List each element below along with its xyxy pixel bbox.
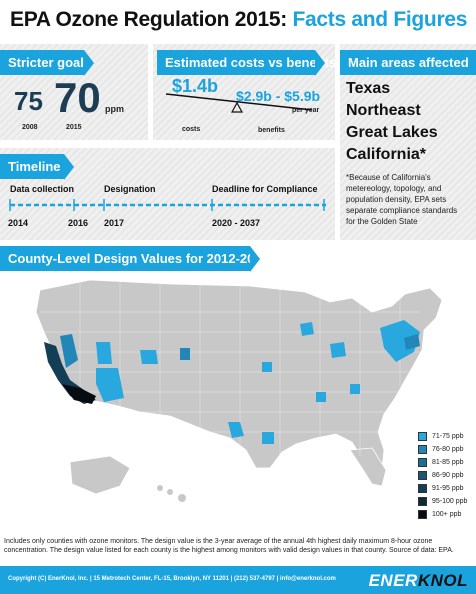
- socal-hotspot: [62, 384, 96, 404]
- new-year: 2015: [66, 124, 82, 131]
- south-values: [316, 392, 326, 402]
- california-hotspot: [44, 342, 96, 404]
- legend-label: 100+ ppb: [432, 511, 462, 518]
- map-header: County-Level Design Values for 2012-2014: [0, 246, 269, 272]
- title-main: EPA Ozone Regulation 2015:: [10, 8, 287, 31]
- brand-part-a: ENER: [368, 571, 418, 590]
- areas-panel: [340, 44, 476, 240]
- costs-label: costs: [182, 126, 201, 133]
- alaska: [69, 455, 131, 495]
- timeline-axis: [9, 199, 326, 211]
- cost-value: $1.4b: [172, 76, 219, 96]
- timeline-header: Timeline: [0, 154, 74, 180]
- legend-label: 81-85 ppb: [432, 459, 464, 466]
- new-standard-value: 70: [54, 74, 101, 121]
- title-accent: Facts and Figures: [292, 8, 468, 31]
- area-item: Northeast: [346, 102, 421, 119]
- old-year: 2008: [22, 124, 38, 131]
- legend-item: 100+ ppb: [418, 508, 467, 521]
- area-item: Great Lakes: [346, 124, 438, 141]
- stricter-goal-header: Stricter goal: [0, 50, 94, 76]
- timeline-year: 2014: [8, 218, 29, 228]
- south-values-2: [350, 384, 360, 394]
- copyright-text: Copyright (C) EnerKnol, Inc. | 15 Metrot…: [8, 576, 336, 582]
- legend-swatch: [418, 497, 427, 506]
- us-map: [35, 279, 443, 502]
- legend-item: 86-90 ppb: [418, 469, 467, 482]
- great-lakes-values-2: [330, 342, 346, 358]
- legend-swatch: [418, 458, 427, 467]
- timeline-year: 2017: [104, 218, 125, 228]
- legend-label: 95-100 ppb: [432, 498, 468, 505]
- legend-item: 91-95 ppb: [418, 482, 467, 495]
- texas-values-2: [262, 432, 274, 444]
- timeline-label: Data collection: [10, 184, 75, 194]
- timeline-label: Designation: [104, 184, 156, 194]
- northeast-values-2: [404, 334, 420, 350]
- arizona-values: [96, 368, 124, 402]
- legend-label: 71-75 ppb: [432, 433, 464, 440]
- legend-label: 86-90 ppb: [432, 472, 464, 479]
- per-year-label: per year: [292, 107, 320, 114]
- enerknol-logo: ENERKNOL: [369, 571, 468, 591]
- utah-values: [96, 342, 112, 364]
- old-standard-value: 75: [14, 86, 43, 116]
- timeline-label: Deadline for Compliance: [212, 184, 318, 194]
- page-title: EPA Ozone Regulation 2015: Facts and Fig…: [10, 8, 467, 32]
- county-grid: [40, 282, 420, 456]
- areas-header: Main areas affected: [340, 50, 476, 75]
- benefit-value: $2.9b - $5.9b: [236, 88, 321, 104]
- map-footnote: Includes only counties with ozone monito…: [4, 538, 454, 554]
- footer: Copyright (C) EnerKnol, Inc. | 15 Metrot…: [0, 566, 476, 594]
- colorado-values: [140, 350, 158, 364]
- area-item: California*: [346, 146, 427, 163]
- legend-item: 95-100 ppb: [418, 495, 467, 508]
- legend-label: 91-95 ppb: [432, 485, 464, 492]
- timeline-year: 2016: [68, 218, 89, 228]
- balance-scale-icon: [165, 93, 313, 113]
- legend-item: 76-80 ppb: [418, 443, 467, 456]
- map-legend: 71-75 ppb 76-80 ppb 81-85 ppb 86-90 ppb …: [418, 430, 467, 521]
- florida: [349, 447, 387, 487]
- county-map: [0, 272, 476, 517]
- texas-values: [228, 422, 244, 438]
- legend-item: 71-75 ppb: [418, 430, 467, 443]
- legend-swatch: [418, 471, 427, 480]
- legend-swatch: [418, 445, 427, 454]
- legend-swatch: [418, 432, 427, 441]
- hawaii: [157, 485, 186, 502]
- legend-item: 81-85 ppb: [418, 456, 467, 469]
- northeast-values: [380, 320, 420, 362]
- timeline-year: 2020 - 2037: [212, 218, 261, 228]
- legend-swatch: [418, 484, 427, 493]
- legend-label: 76-80 ppb: [432, 446, 464, 453]
- midwest-values: [262, 362, 272, 372]
- great-lakes-values: [300, 322, 314, 336]
- legend-swatch: [418, 510, 427, 519]
- nevada-values: [60, 334, 78, 368]
- wyoming-values: [180, 348, 190, 360]
- area-item: Texas: [346, 80, 391, 97]
- benefits-label: benefits: [258, 127, 285, 134]
- unit-label: ppm: [105, 104, 124, 114]
- areas-list: Texas Northeast Great Lakes California*: [346, 78, 438, 166]
- costs-header: Estimated costs vs benefits: [157, 50, 336, 76]
- california-note: *Because of California's metereology, to…: [346, 173, 458, 226]
- brand-part-b: KNOL: [417, 571, 468, 590]
